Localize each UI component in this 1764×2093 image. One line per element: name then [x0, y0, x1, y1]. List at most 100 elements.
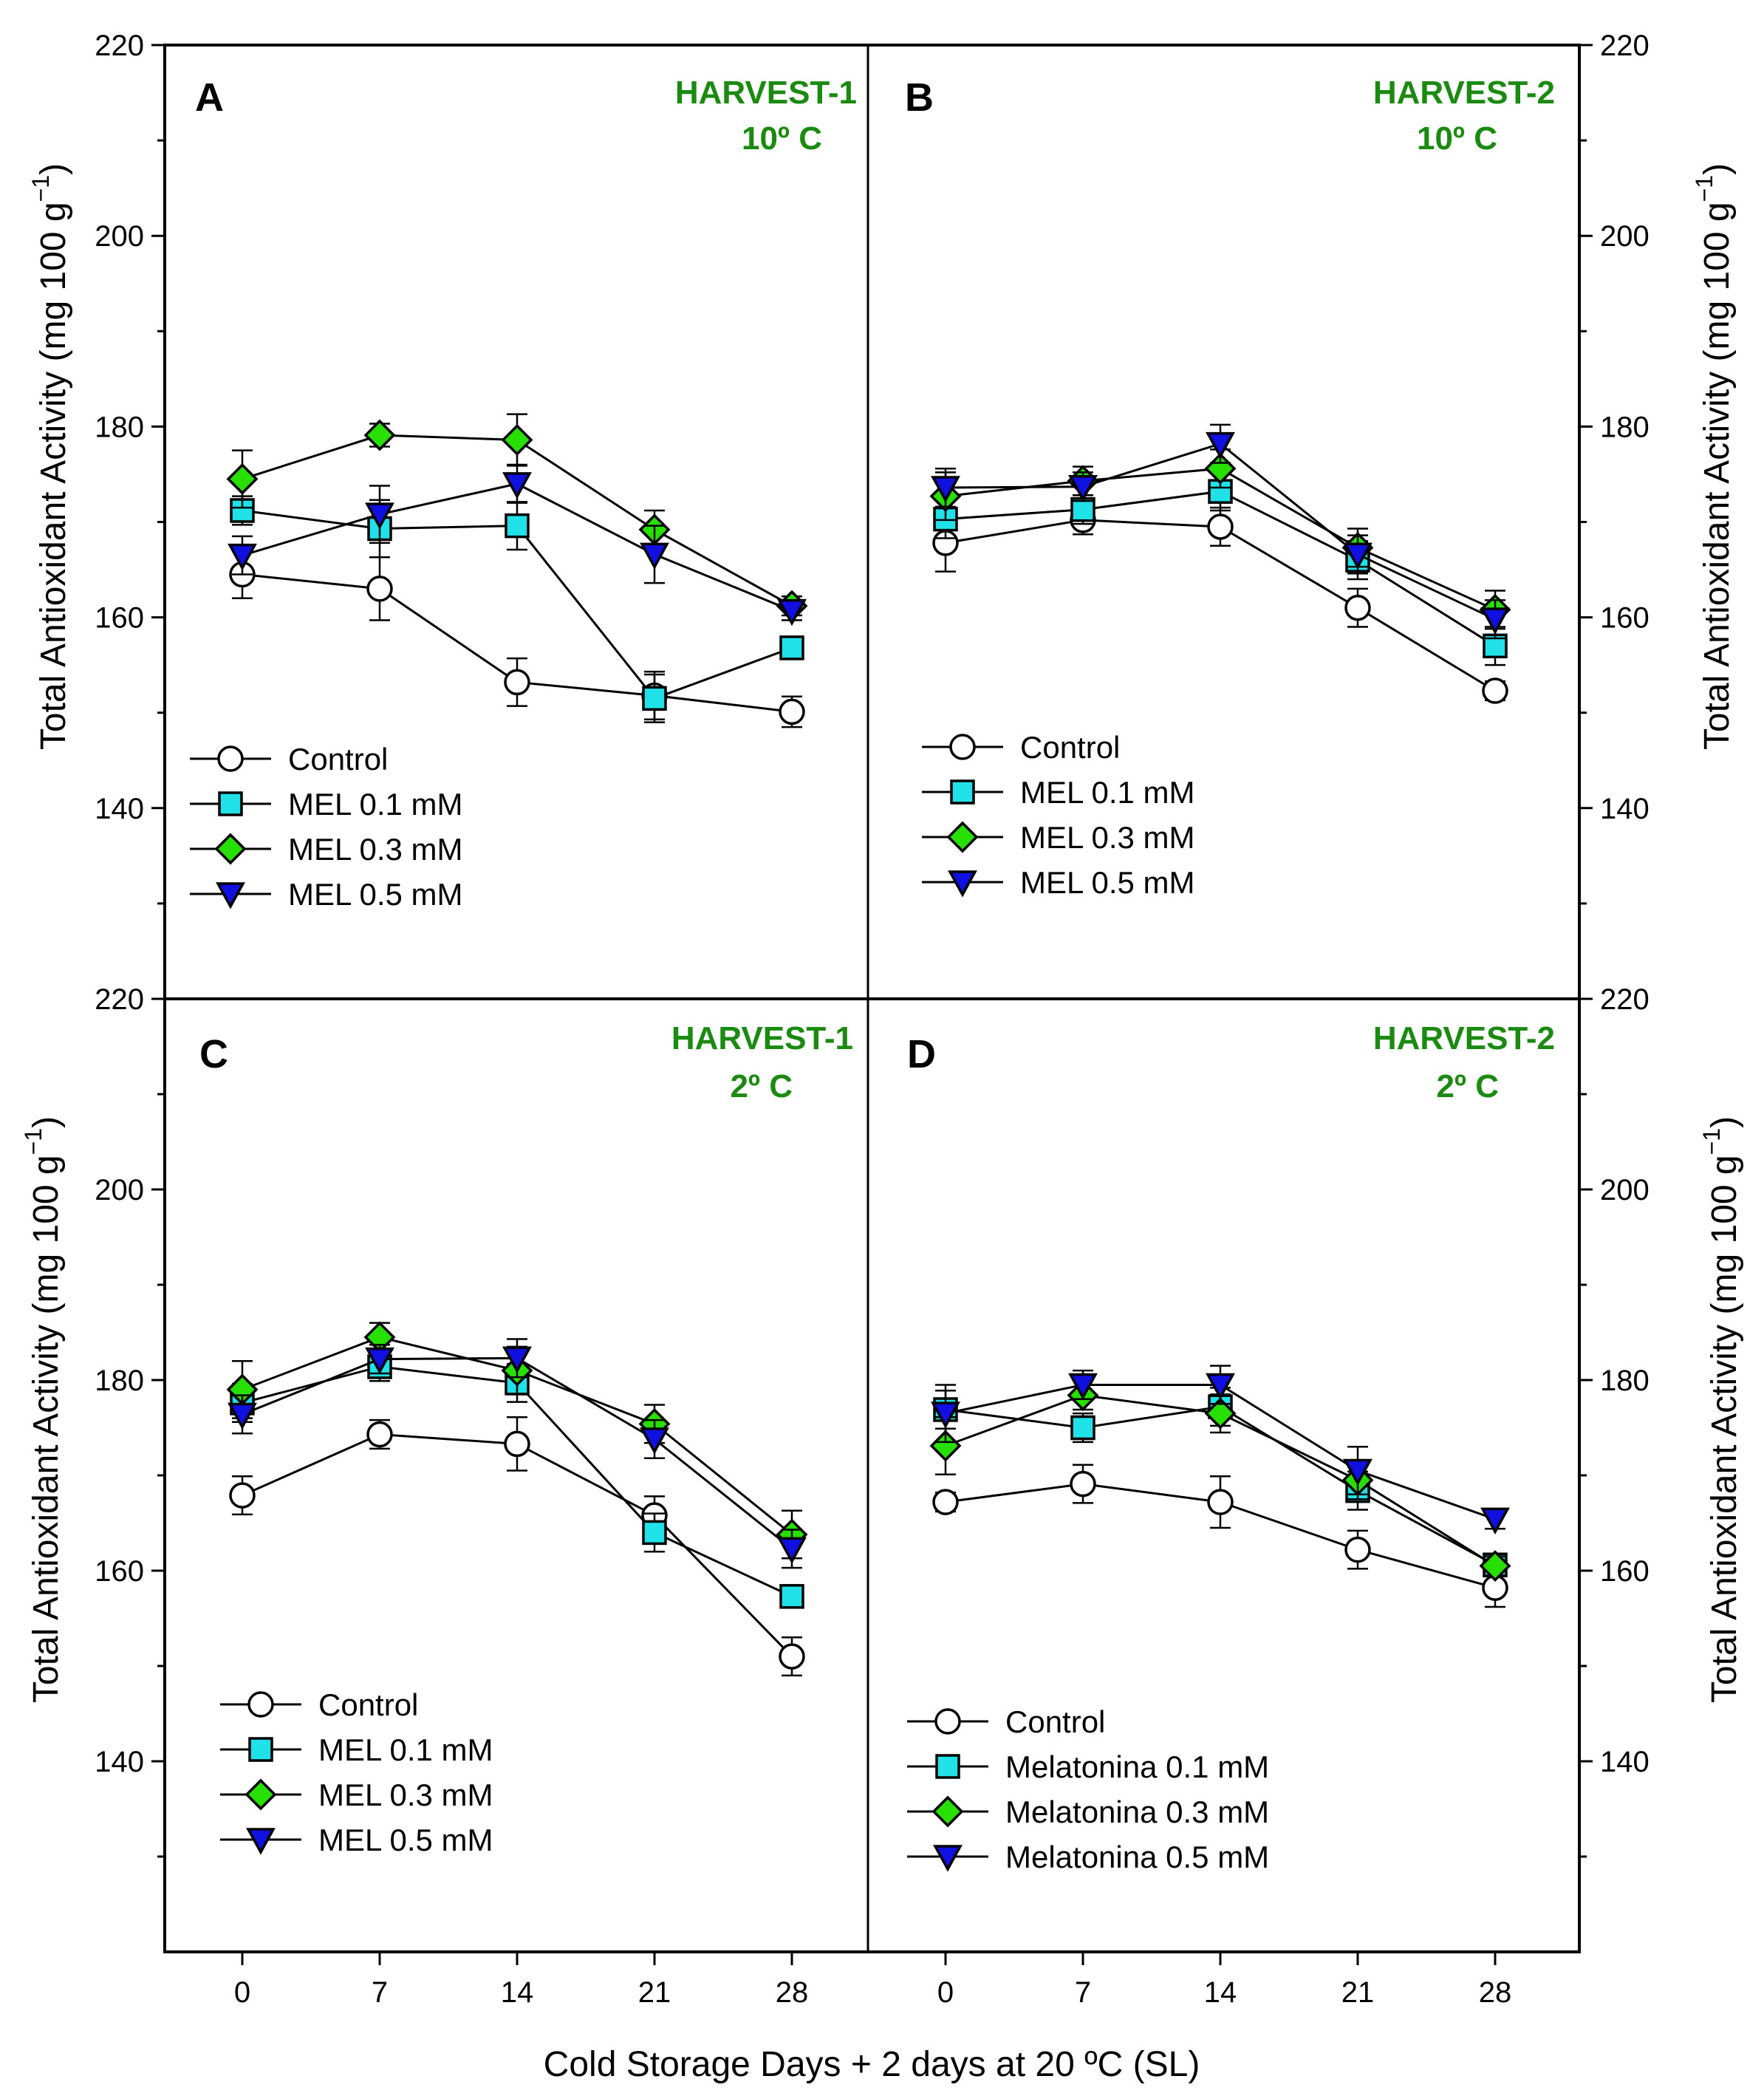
- legend-marker-mel-0-5: [933, 1845, 963, 1872]
- marker-control: [1344, 1536, 1371, 1563]
- panel-c: Control MEL 0.1 mM MEL 0.3 mM MEL 0.5 mM: [220, 1321, 808, 1857]
- marker-control: [1207, 1489, 1234, 1515]
- marker-mel-0-5: [1480, 1507, 1510, 1534]
- legend-marker-mel-0-5: [948, 870, 977, 898]
- heading-c-line1: HARVEST-1: [671, 1020, 853, 1056]
- marker-mel-0-1: [779, 1584, 804, 1609]
- y-tick-label-left: 160: [95, 602, 144, 635]
- marker-control: [1070, 1470, 1096, 1498]
- y-title-sup: −1: [1691, 175, 1717, 202]
- legend-marker-mel-0-1: [935, 1754, 960, 1779]
- legend-label: Control: [318, 1687, 418, 1722]
- series-control: [229, 1416, 805, 1677]
- legend-marker-control: [934, 1708, 961, 1735]
- marker-mel-0-5: [1343, 542, 1372, 570]
- series-control: [932, 1464, 1508, 1608]
- y-tick-label-right: 200: [1600, 1174, 1650, 1206]
- legend-label: MEL 0.3 mM: [288, 832, 463, 867]
- marker-mel-0-5: [1343, 1458, 1372, 1486]
- y-axis-title-bottom-left: Total Antioxidant Activity (mg 100 g−1): [20, 1116, 66, 1703]
- panel-letter-c: C: [199, 1032, 228, 1076]
- heading-a-line2: 10º C: [742, 120, 822, 157]
- series-control: [932, 505, 1508, 704]
- heading-b-line1: HARVEST-2: [1373, 75, 1555, 111]
- series-mel-0-1: [230, 495, 804, 723]
- y-title-sup: −1: [20, 1128, 47, 1155]
- x-tick-label: 28: [1479, 1976, 1512, 2009]
- marker-mel-0-3: [1204, 452, 1237, 485]
- y-axis-title-top-right: Total Antioxidant Activity (mg 100 g−1): [1691, 163, 1737, 750]
- marker-control: [779, 1643, 805, 1670]
- heading-b-line2: 10º C: [1417, 120, 1497, 157]
- marker-mel-0-5: [1068, 474, 1098, 502]
- marker-mel-0-3: [226, 462, 259, 495]
- marker-mel-0-5: [228, 1402, 257, 1430]
- y-tick-label-left: 180: [95, 411, 144, 443]
- y-tick-label-right: 160: [1600, 1555, 1650, 1588]
- y-tick-label-left: 200: [95, 220, 144, 253]
- marker-mel-0-3: [1479, 1550, 1511, 1582]
- y-title-sup: −1: [27, 175, 54, 202]
- marker-mel-0-5: [365, 1347, 394, 1375]
- heading-d-line1: HARVEST-2: [1373, 1020, 1555, 1056]
- legend-c: Control MEL 0.1 mM MEL 0.3 mM MEL 0.5 mM: [220, 1687, 493, 1857]
- marker-mel-0-5: [502, 472, 532, 499]
- marker-mel-0-5: [502, 1346, 532, 1373]
- y-title-close: ): [34, 163, 73, 175]
- marker-mel-0-1: [642, 686, 667, 711]
- marker-mel-0-1: [779, 635, 804, 660]
- y-axis-title-bottom-right: Total Antioxidant Activity (mg 100 g−1): [1698, 1116, 1744, 1703]
- marker-control: [366, 576, 393, 602]
- legend-label: Melatonina 0.1 mM: [1005, 1749, 1269, 1784]
- marker-mel-0-1: [1070, 1415, 1095, 1441]
- series-mel-0-5: [228, 463, 807, 626]
- legend-marker-mel-0-5: [216, 882, 245, 909]
- y-tick-label-left: 140: [95, 1746, 144, 1778]
- y-tick-label-right: 220: [1600, 30, 1650, 62]
- y-title-main: Total Antioxidant Activity (mg 100 g: [27, 1155, 66, 1703]
- marker-mel-0-3: [501, 423, 533, 456]
- y-tick-label-left: 140: [95, 793, 144, 825]
- x-axis-title: Cold Storage Days + 2 days at 20 ºC (SL): [544, 2045, 1200, 2084]
- legend-marker-mel-0-1: [218, 791, 243, 816]
- y-title-main: Total Antioxidant Activity (mg 100 g: [34, 202, 73, 750]
- marker-mel-0-1: [642, 1520, 667, 1546]
- y-tick-label-right: 140: [1600, 1746, 1650, 1778]
- series-mel-0-5: [228, 1338, 807, 1569]
- y-title-close: ): [1705, 1116, 1744, 1128]
- marker-mel-0-1: [505, 513, 530, 539]
- series-control: [229, 549, 805, 728]
- legend-label: MEL 0.5 mM: [1020, 865, 1195, 900]
- legend-label: Control: [288, 742, 388, 776]
- legend-label: MEL 0.3 mM: [318, 1778, 493, 1812]
- marker-mel-0-5: [1206, 1373, 1235, 1401]
- marker-mel-0-5: [1206, 431, 1235, 460]
- legend-label: Melatonina 0.5 mM: [1005, 1840, 1269, 1874]
- y-tick-label-left: 200: [95, 1174, 144, 1206]
- marker-control: [1482, 677, 1508, 704]
- panel-letter-b: B: [905, 75, 934, 120]
- x-tick-label: 14: [501, 1976, 534, 2009]
- heading-c-line2: 2º C: [730, 1068, 793, 1104]
- marker-mel-0-5: [1068, 1373, 1098, 1401]
- y-tick-label-left: 180: [95, 1365, 144, 1397]
- y-tick-label-right: 180: [1600, 411, 1650, 443]
- legend-label: MEL 0.5 mM: [318, 1823, 493, 1857]
- marker-control: [504, 1430, 530, 1458]
- y-tick-label-right: 220: [1600, 983, 1650, 1016]
- marker-mel-0-5: [365, 502, 394, 530]
- legend-label: MEL 0.1 mM: [288, 787, 463, 822]
- legend-marker-mel-0-1: [950, 779, 975, 805]
- x-tick-label: 21: [1341, 1976, 1375, 2009]
- legend-marker-mel-0-3: [931, 1795, 964, 1828]
- marker-mel-0-5: [640, 542, 669, 570]
- panel-b: Control MEL 0.1 mM MEL 0.3 mM MEL 0.5 mM: [922, 423, 1511, 900]
- series-mel-0-5: [931, 423, 1510, 640]
- panel-letter-d: D: [907, 1032, 936, 1076]
- y-tick-label-left: 220: [95, 30, 144, 62]
- heading-a-line1: HARVEST-1: [675, 75, 857, 111]
- marker-mel-0-5: [777, 598, 807, 626]
